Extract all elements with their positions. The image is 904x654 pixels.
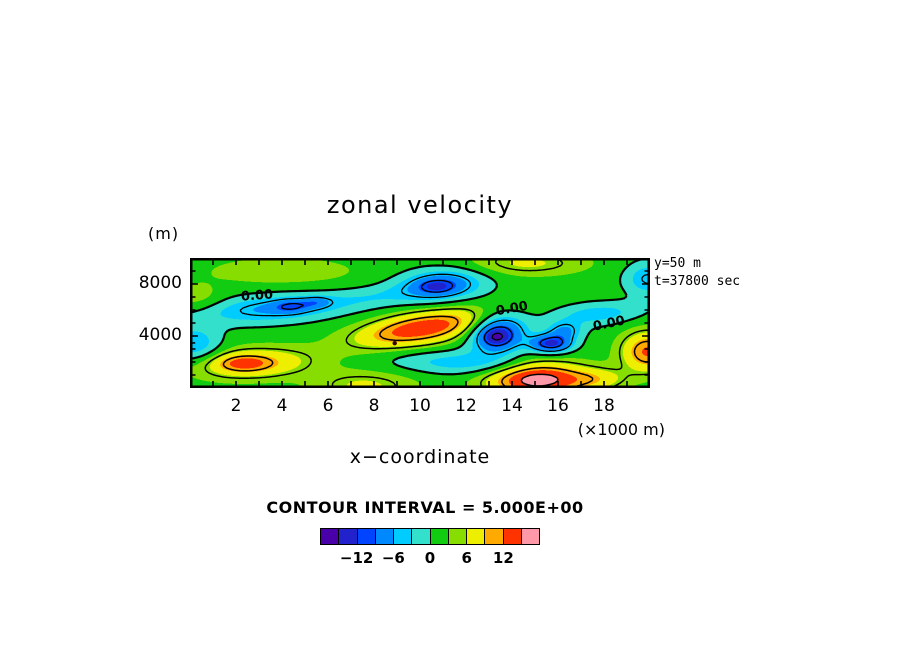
chart-title: zonal velocity [326,191,514,219]
colorbar-tick-label: −6 [381,549,405,567]
x-axis-unit-label: (×1000 m) [577,420,665,439]
x-tick-label: 16 [547,396,569,416]
colorbar-segment [448,529,467,544]
x-tick-label: 6 [322,396,334,416]
annotation-y-slice: y=50 m [654,256,701,271]
colorbar-segment [394,529,413,544]
colorbar-segment [485,529,504,544]
colorbar-segment [430,529,449,544]
x-tick-label: 10 [409,396,431,416]
x-axis-title: x−coordinate [349,446,491,468]
colorbar-tick-label: 6 [461,549,472,567]
colorbar-segment [521,529,539,544]
colorbar-segment [467,529,486,544]
y-tick-label: 4000 [138,325,182,345]
colorbar-segment [357,529,376,544]
y-axis-unit-label: (m) [148,224,180,243]
y-tick-label: 8000 [138,273,182,293]
colorbar-tick-labels: −12 −6 0 6 12 [320,549,540,567]
colorbar-tick-label: 12 [492,549,514,567]
x-tick-label: 4 [276,396,288,416]
colorbar-segment [503,529,522,544]
contour-plot-area [190,258,650,388]
colorbar-segment [321,529,340,544]
zero-contour-label: 0.00 [240,287,274,305]
contour-plot-canvas [190,258,650,388]
x-tick-label: 8 [368,396,380,416]
x-tick-label: 12 [455,396,477,416]
colorbar [320,528,540,545]
contour-interval-note: CONTOUR INTERVAL = 5.000E+00 [266,498,584,517]
annotation-time: t=37800 sec [654,274,741,289]
colorbar-segment [375,529,394,544]
x-tick-label: 2 [230,396,242,416]
colorbar-tick-label: −12 [339,549,374,567]
colorbar-segment [412,529,431,544]
colorbar-tick-label: 0 [424,549,436,567]
x-tick-label: 14 [501,396,523,416]
colorbar-segment [339,529,358,544]
x-tick-label: 18 [593,396,615,416]
